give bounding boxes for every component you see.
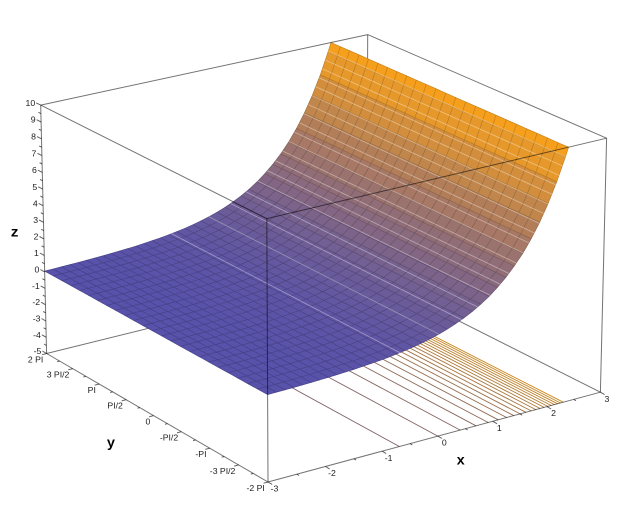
svg-text:5: 5 [32, 182, 37, 192]
svg-text:2: 2 [34, 232, 39, 242]
svg-text:2 PI: 2 PI [28, 355, 43, 365]
svg-text:-2: -2 [328, 468, 336, 478]
svg-text:8: 8 [31, 132, 36, 142]
svg-text:z: z [10, 226, 18, 242]
svg-text:-4: -4 [33, 330, 41, 340]
svg-text:x: x [456, 454, 465, 470]
svg-text:y: y [107, 436, 116, 452]
svg-text:3: 3 [33, 215, 38, 225]
svg-text:-PI: -PI [195, 449, 206, 459]
svg-text:9: 9 [31, 115, 36, 125]
svg-text:PI: PI [88, 385, 96, 395]
svg-text:2: 2 [551, 408, 556, 418]
svg-text:-1: -1 [385, 453, 393, 463]
svg-text:3: 3 [604, 394, 609, 404]
svg-text:1: 1 [34, 248, 39, 258]
svg-text:-3: -3 [271, 484, 279, 494]
svg-text:-5: -5 [34, 346, 42, 356]
svg-text:1: 1 [497, 423, 502, 433]
svg-text:7: 7 [32, 148, 37, 158]
svg-text:-PI/2: -PI/2 [160, 433, 179, 443]
svg-text:-1: -1 [32, 281, 40, 291]
svg-text:-3: -3 [33, 314, 41, 324]
svg-text:4: 4 [33, 198, 38, 208]
svg-text:-2 PI: -2 PI [246, 483, 264, 493]
svg-text:0: 0 [34, 265, 39, 275]
svg-text:0: 0 [145, 417, 150, 427]
svg-text:PI/2: PI/2 [107, 401, 123, 411]
svg-text:-2: -2 [32, 297, 40, 307]
svg-text:-3 PI/2: -3 PI/2 [210, 466, 236, 476]
svg-text:0: 0 [442, 438, 447, 448]
svg-text:3 PI/2: 3 PI/2 [47, 370, 70, 380]
svg-text:10: 10 [26, 98, 36, 108]
svg-text:6: 6 [32, 165, 37, 175]
